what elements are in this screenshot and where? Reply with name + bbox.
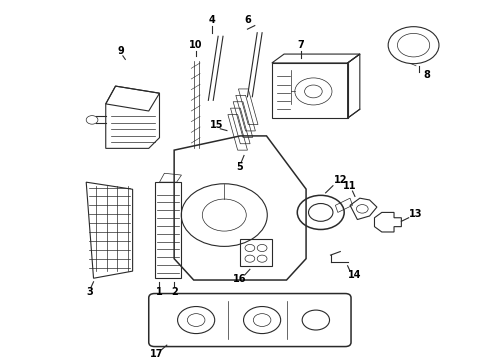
Text: 8: 8 bbox=[424, 71, 431, 80]
Text: 13: 13 bbox=[409, 209, 423, 219]
Text: 1: 1 bbox=[156, 287, 163, 297]
Text: 15: 15 bbox=[210, 120, 223, 130]
Text: 16: 16 bbox=[233, 274, 247, 284]
Text: 5: 5 bbox=[236, 162, 243, 172]
Text: 14: 14 bbox=[348, 270, 362, 280]
Text: 11: 11 bbox=[343, 181, 357, 191]
Text: 3: 3 bbox=[86, 287, 93, 297]
Text: 10: 10 bbox=[190, 40, 203, 50]
Text: 7: 7 bbox=[298, 40, 305, 50]
Text: 2: 2 bbox=[171, 287, 177, 297]
Text: 4: 4 bbox=[208, 15, 215, 25]
Text: 17: 17 bbox=[150, 349, 164, 359]
Text: 12: 12 bbox=[334, 175, 347, 185]
Text: 9: 9 bbox=[117, 45, 124, 55]
Text: 6: 6 bbox=[244, 15, 251, 25]
